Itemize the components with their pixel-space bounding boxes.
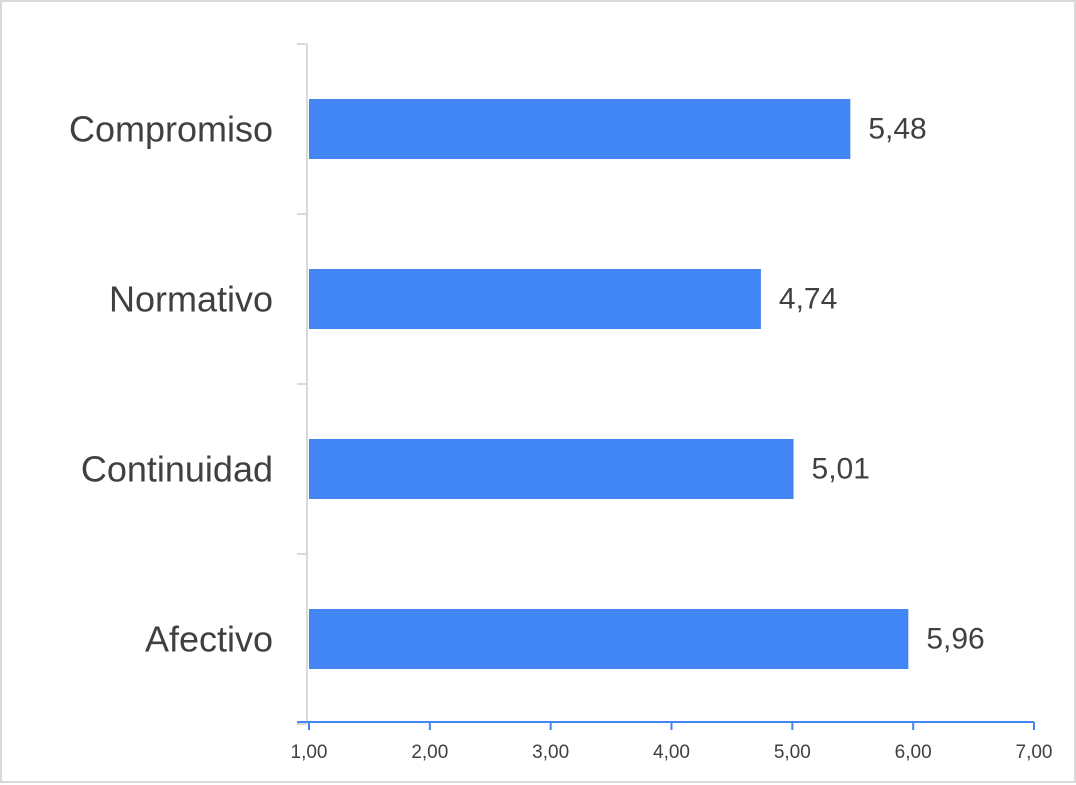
data-label: 5,01: [812, 453, 870, 486]
x-tick-label: 7,00: [1016, 742, 1053, 763]
data-label: 5,96: [926, 623, 984, 656]
data-label: 5,48: [868, 113, 926, 146]
category-label: Continuidad: [81, 449, 273, 490]
x-axis: 1,00 2,00 3,00 4,00 5,00 6,00 7,00: [291, 721, 1053, 763]
x-tick-label: 1,00: [291, 742, 328, 763]
bars: 5,48 4,74 5,01 5,96: [309, 99, 985, 669]
y-axis: Compromiso Normativo Continuidad Afectivo: [69, 43, 308, 725]
category-label: Afectivo: [145, 619, 273, 660]
x-tick-label: 5,00: [774, 742, 811, 763]
bar: [309, 269, 761, 329]
bar: [309, 439, 794, 499]
category-label: Normativo: [109, 279, 273, 320]
bar: [309, 99, 851, 159]
bar: [309, 609, 909, 669]
category-label: Compromiso: [69, 109, 273, 150]
x-tick-label: 6,00: [895, 742, 932, 763]
data-label: 4,74: [779, 283, 837, 316]
x-tick-label: 2,00: [411, 742, 448, 763]
x-tick-label: 4,00: [653, 742, 690, 763]
x-tick-label: 3,00: [532, 742, 569, 763]
